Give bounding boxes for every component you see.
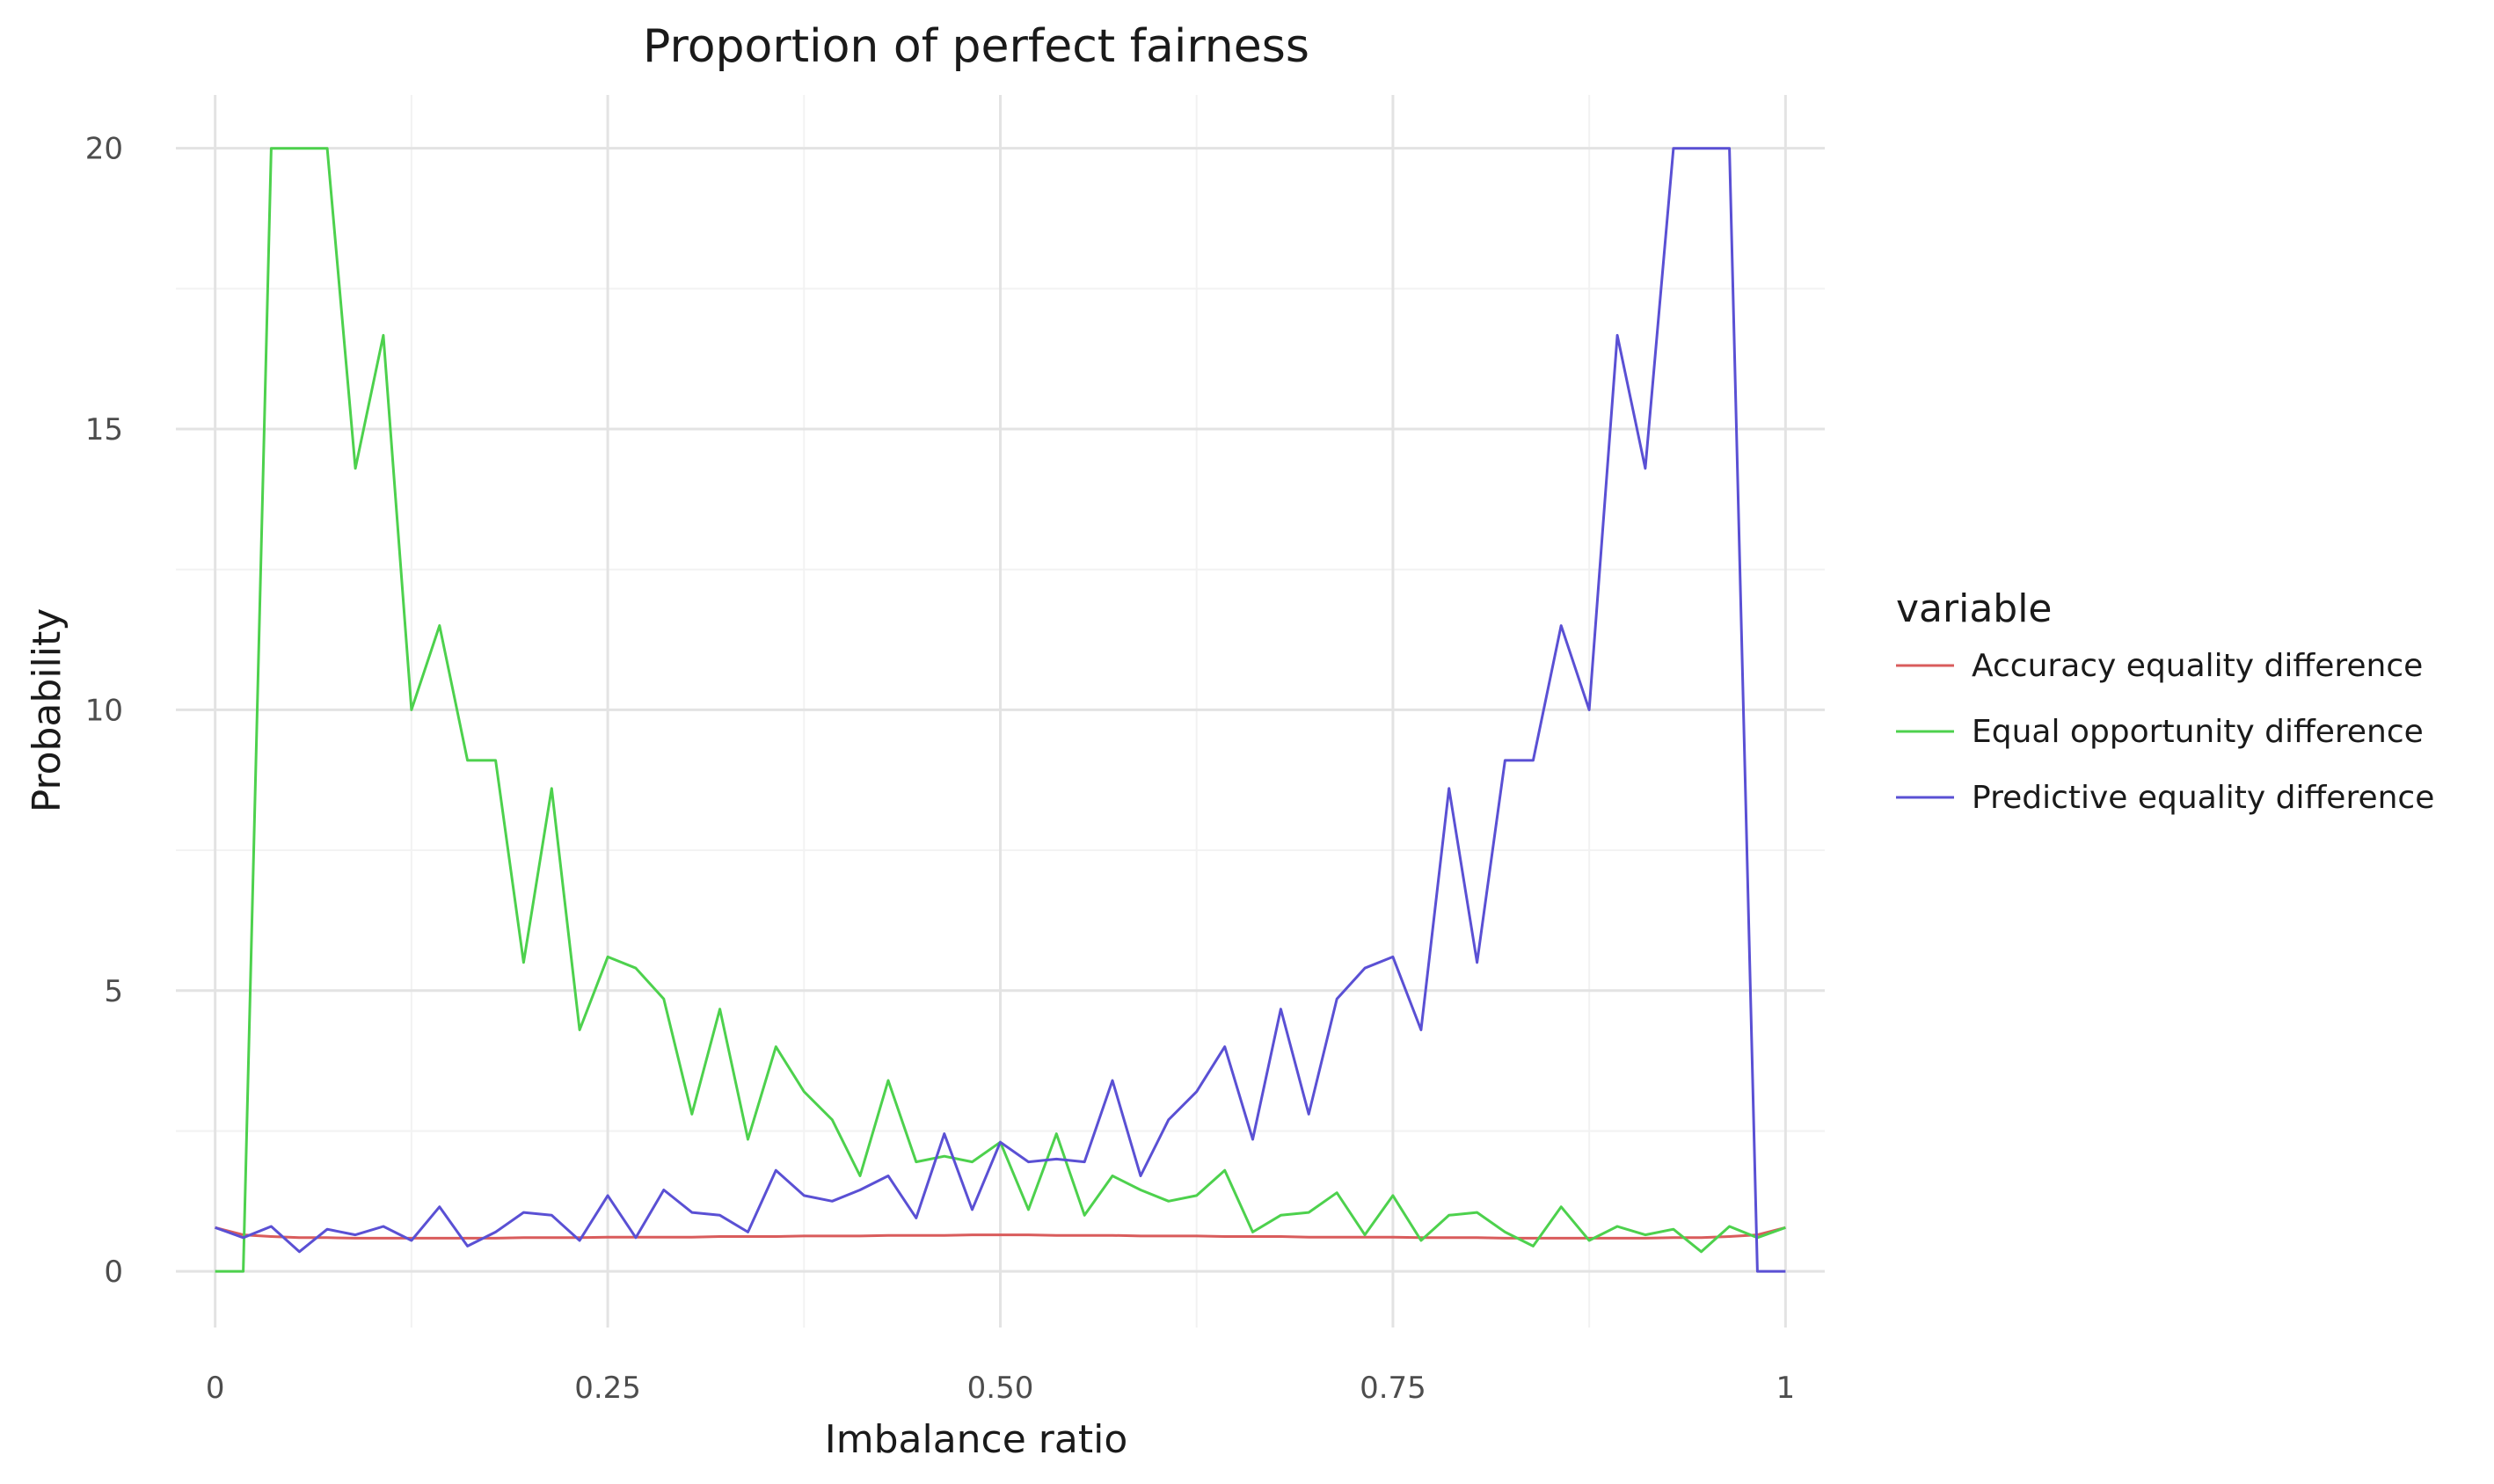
legend-title: variable xyxy=(1896,586,2053,631)
y-axis-label: Probability xyxy=(25,608,69,813)
x-tick-label: 1 xyxy=(1776,1371,1796,1406)
x-tick-label: 0.25 xyxy=(574,1371,641,1406)
y-axis-ticks: 0 5 10 15 20 xyxy=(85,132,123,1290)
y-tick-label: 10 xyxy=(85,693,123,728)
y-tick-label: 20 xyxy=(85,132,123,167)
x-tick-label: 0.75 xyxy=(1360,1371,1426,1406)
legend-label: Predictive equality difference xyxy=(1972,780,2434,816)
x-tick-label: 0.50 xyxy=(967,1371,1034,1406)
series-line-2 xyxy=(215,147,1786,1273)
y-tick-label: 5 xyxy=(104,974,123,1009)
y-tick-label: 15 xyxy=(85,412,123,447)
legend-label: Accuracy equality difference xyxy=(1972,648,2423,684)
major-gridlines xyxy=(176,95,1825,1328)
x-tick-label: 0 xyxy=(206,1371,225,1406)
legend-label: Equal opportunity difference xyxy=(1972,714,2424,750)
legend: variable Accuracy equality difference Equ… xyxy=(1896,586,2434,816)
legend-items: Accuracy equality difference Equal opport… xyxy=(1896,648,2434,816)
y-tick-label: 0 xyxy=(104,1255,123,1290)
x-axis-label: Imbalance ratio xyxy=(825,1417,1128,1462)
x-axis-ticks: 0 0.25 0.50 0.75 1 xyxy=(206,1371,1795,1406)
series-lines xyxy=(215,147,1786,1273)
chart-title: Proportion of perfect fairness xyxy=(643,20,1309,73)
series-line-0 xyxy=(215,1226,1786,1240)
